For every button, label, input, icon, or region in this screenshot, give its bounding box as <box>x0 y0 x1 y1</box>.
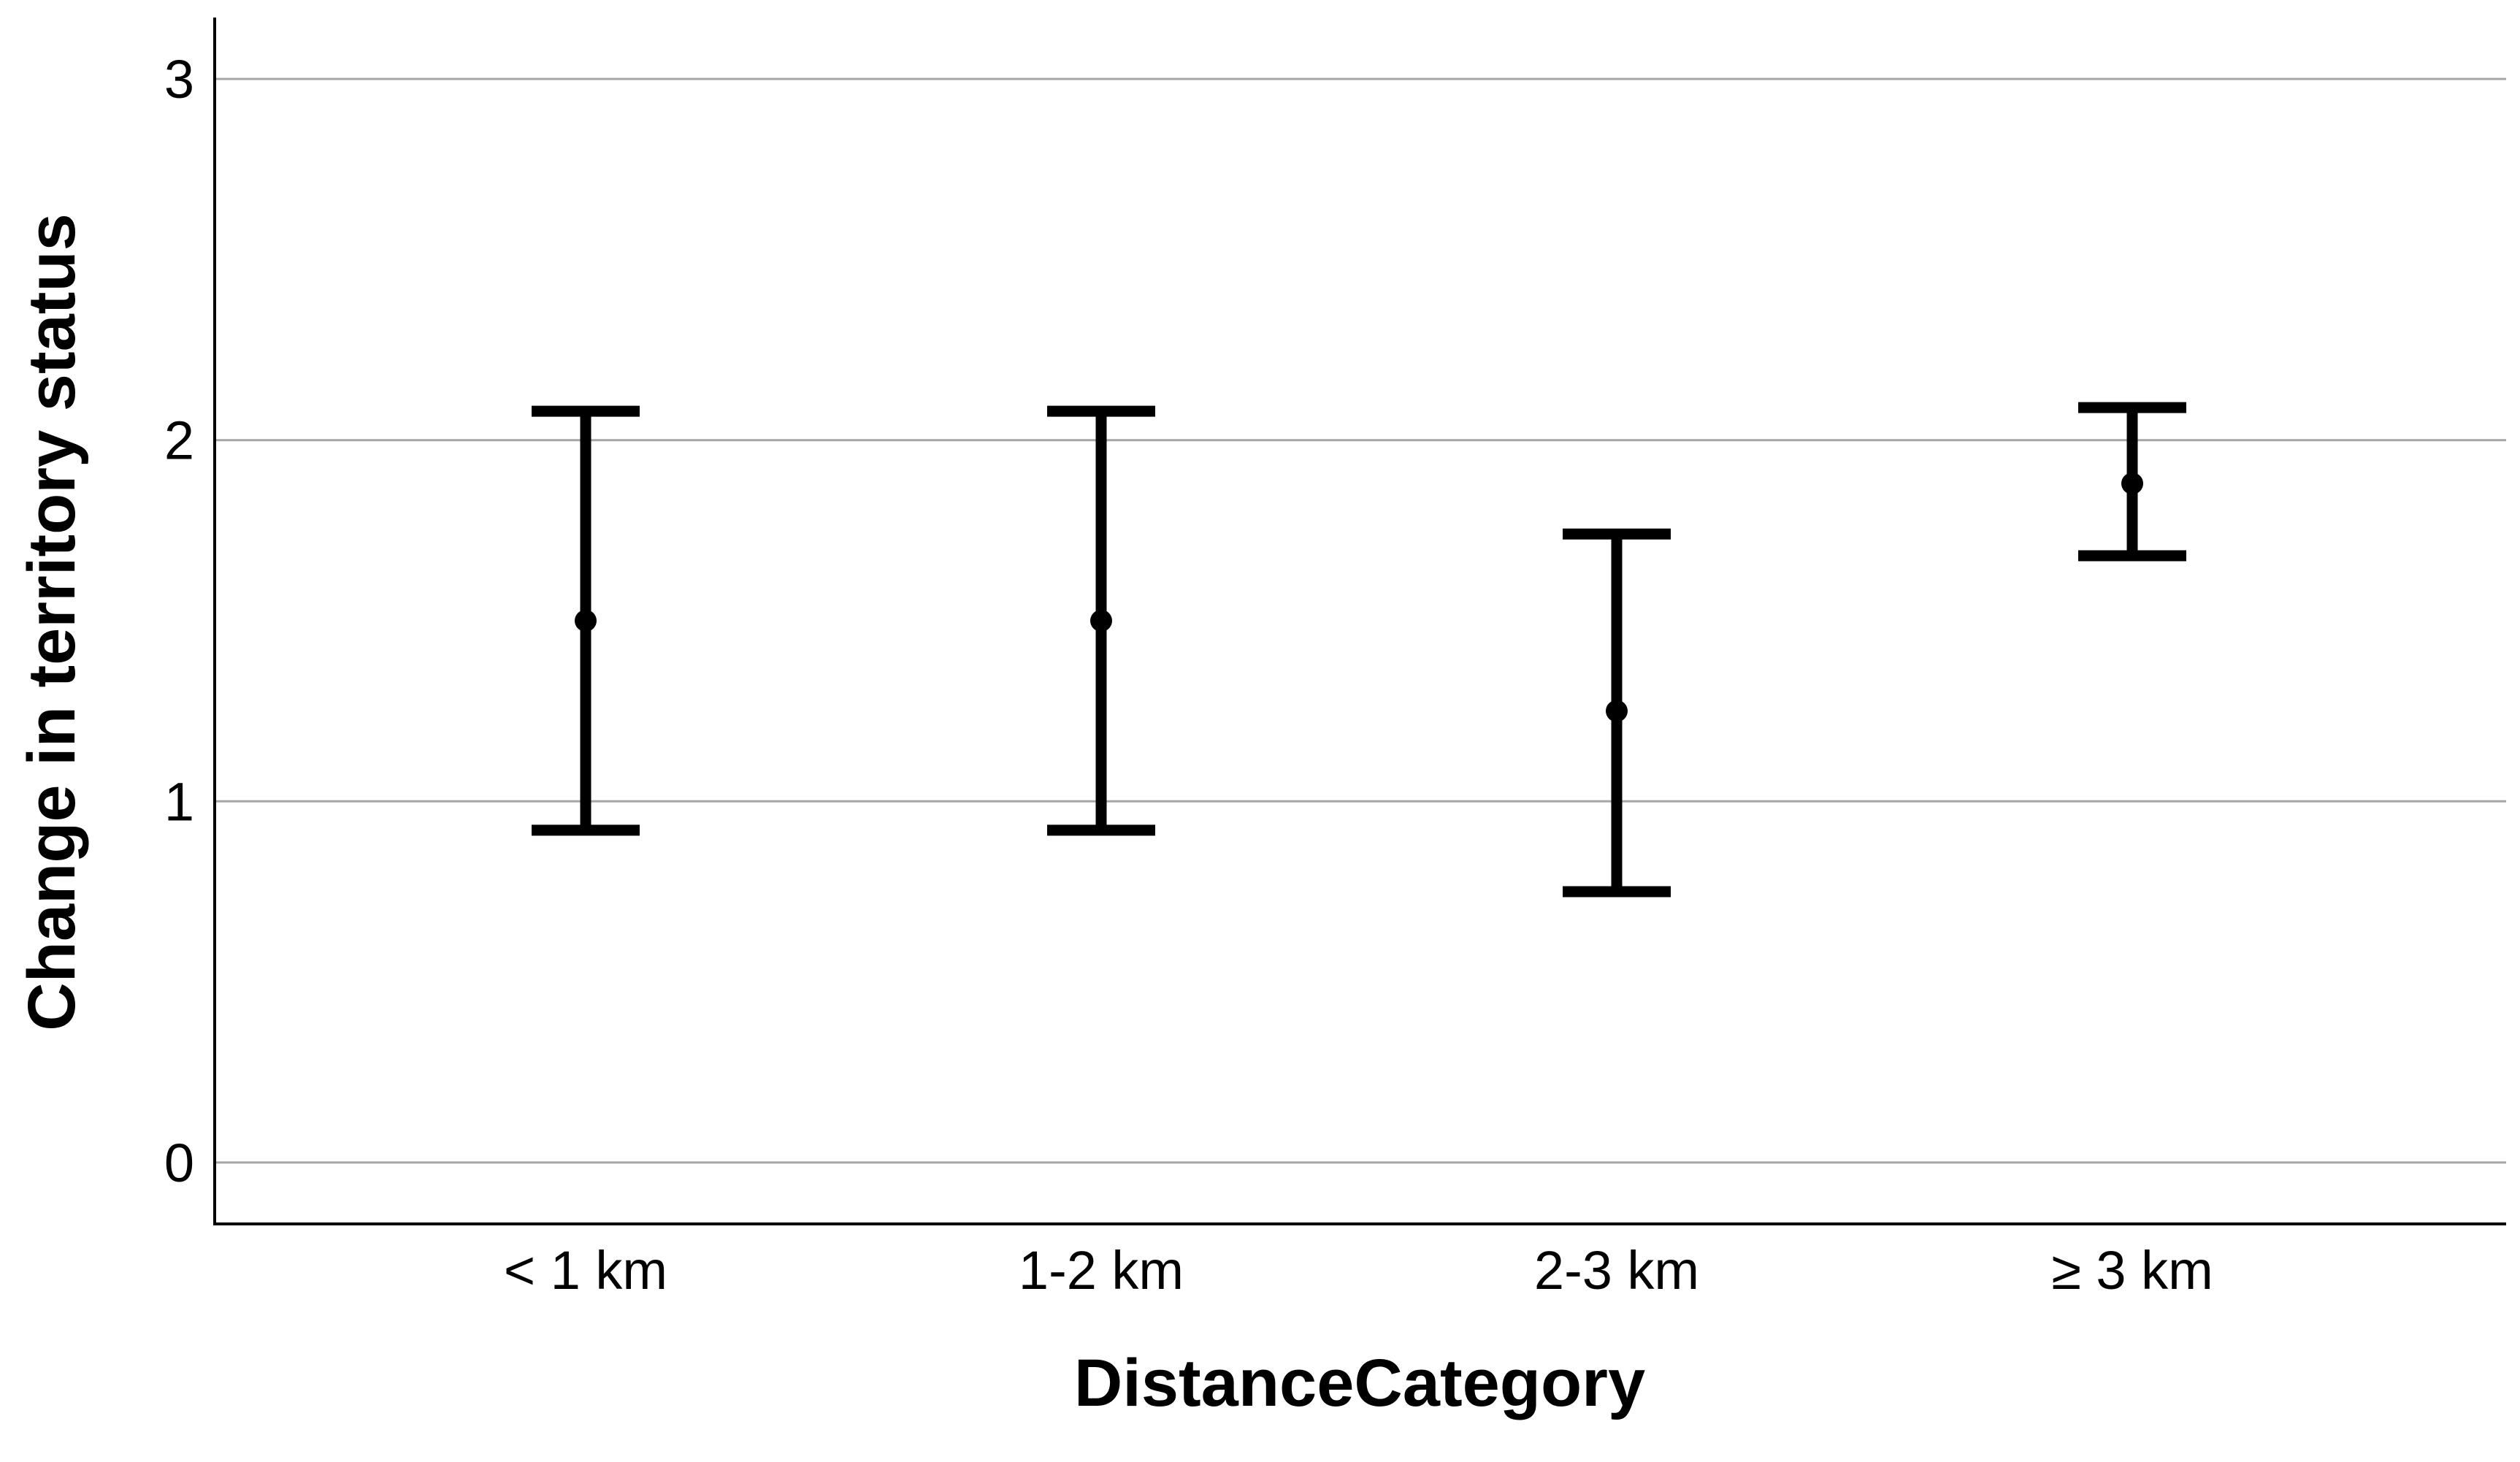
error-bar <box>1047 405 1155 836</box>
x-tick-label: 1-2 km <box>1019 1240 1184 1301</box>
axes <box>213 18 2506 1225</box>
tick-labels: 0 1 2 3 < 1 km 1-2 km 2-3 km ≥ 3 km <box>164 49 2213 1301</box>
y-tick-label: 3 <box>164 49 194 110</box>
y-tick-label: 0 <box>164 1133 194 1193</box>
error-bar <box>2078 402 2186 562</box>
gridlines <box>215 77 2506 1164</box>
x-tick-label: 2-3 km <box>1534 1240 1699 1301</box>
error-bar <box>532 405 640 836</box>
error-bars <box>532 402 2186 898</box>
y-tick-label: 2 <box>164 410 194 471</box>
x-axis-title: DistanceCategory <box>1074 1346 1645 1420</box>
error-bar <box>1563 528 1671 898</box>
y-axis-title: Change in territory status <box>15 213 89 1031</box>
mean-point <box>575 610 597 632</box>
mean-point <box>2121 472 2143 495</box>
mean-point <box>1090 610 1112 632</box>
y-tick-label: 1 <box>164 771 194 832</box>
x-tick-label: < 1 km <box>504 1240 667 1301</box>
mean-point <box>1606 700 1628 722</box>
x-tick-label: ≥ 3 km <box>2051 1240 2213 1301</box>
